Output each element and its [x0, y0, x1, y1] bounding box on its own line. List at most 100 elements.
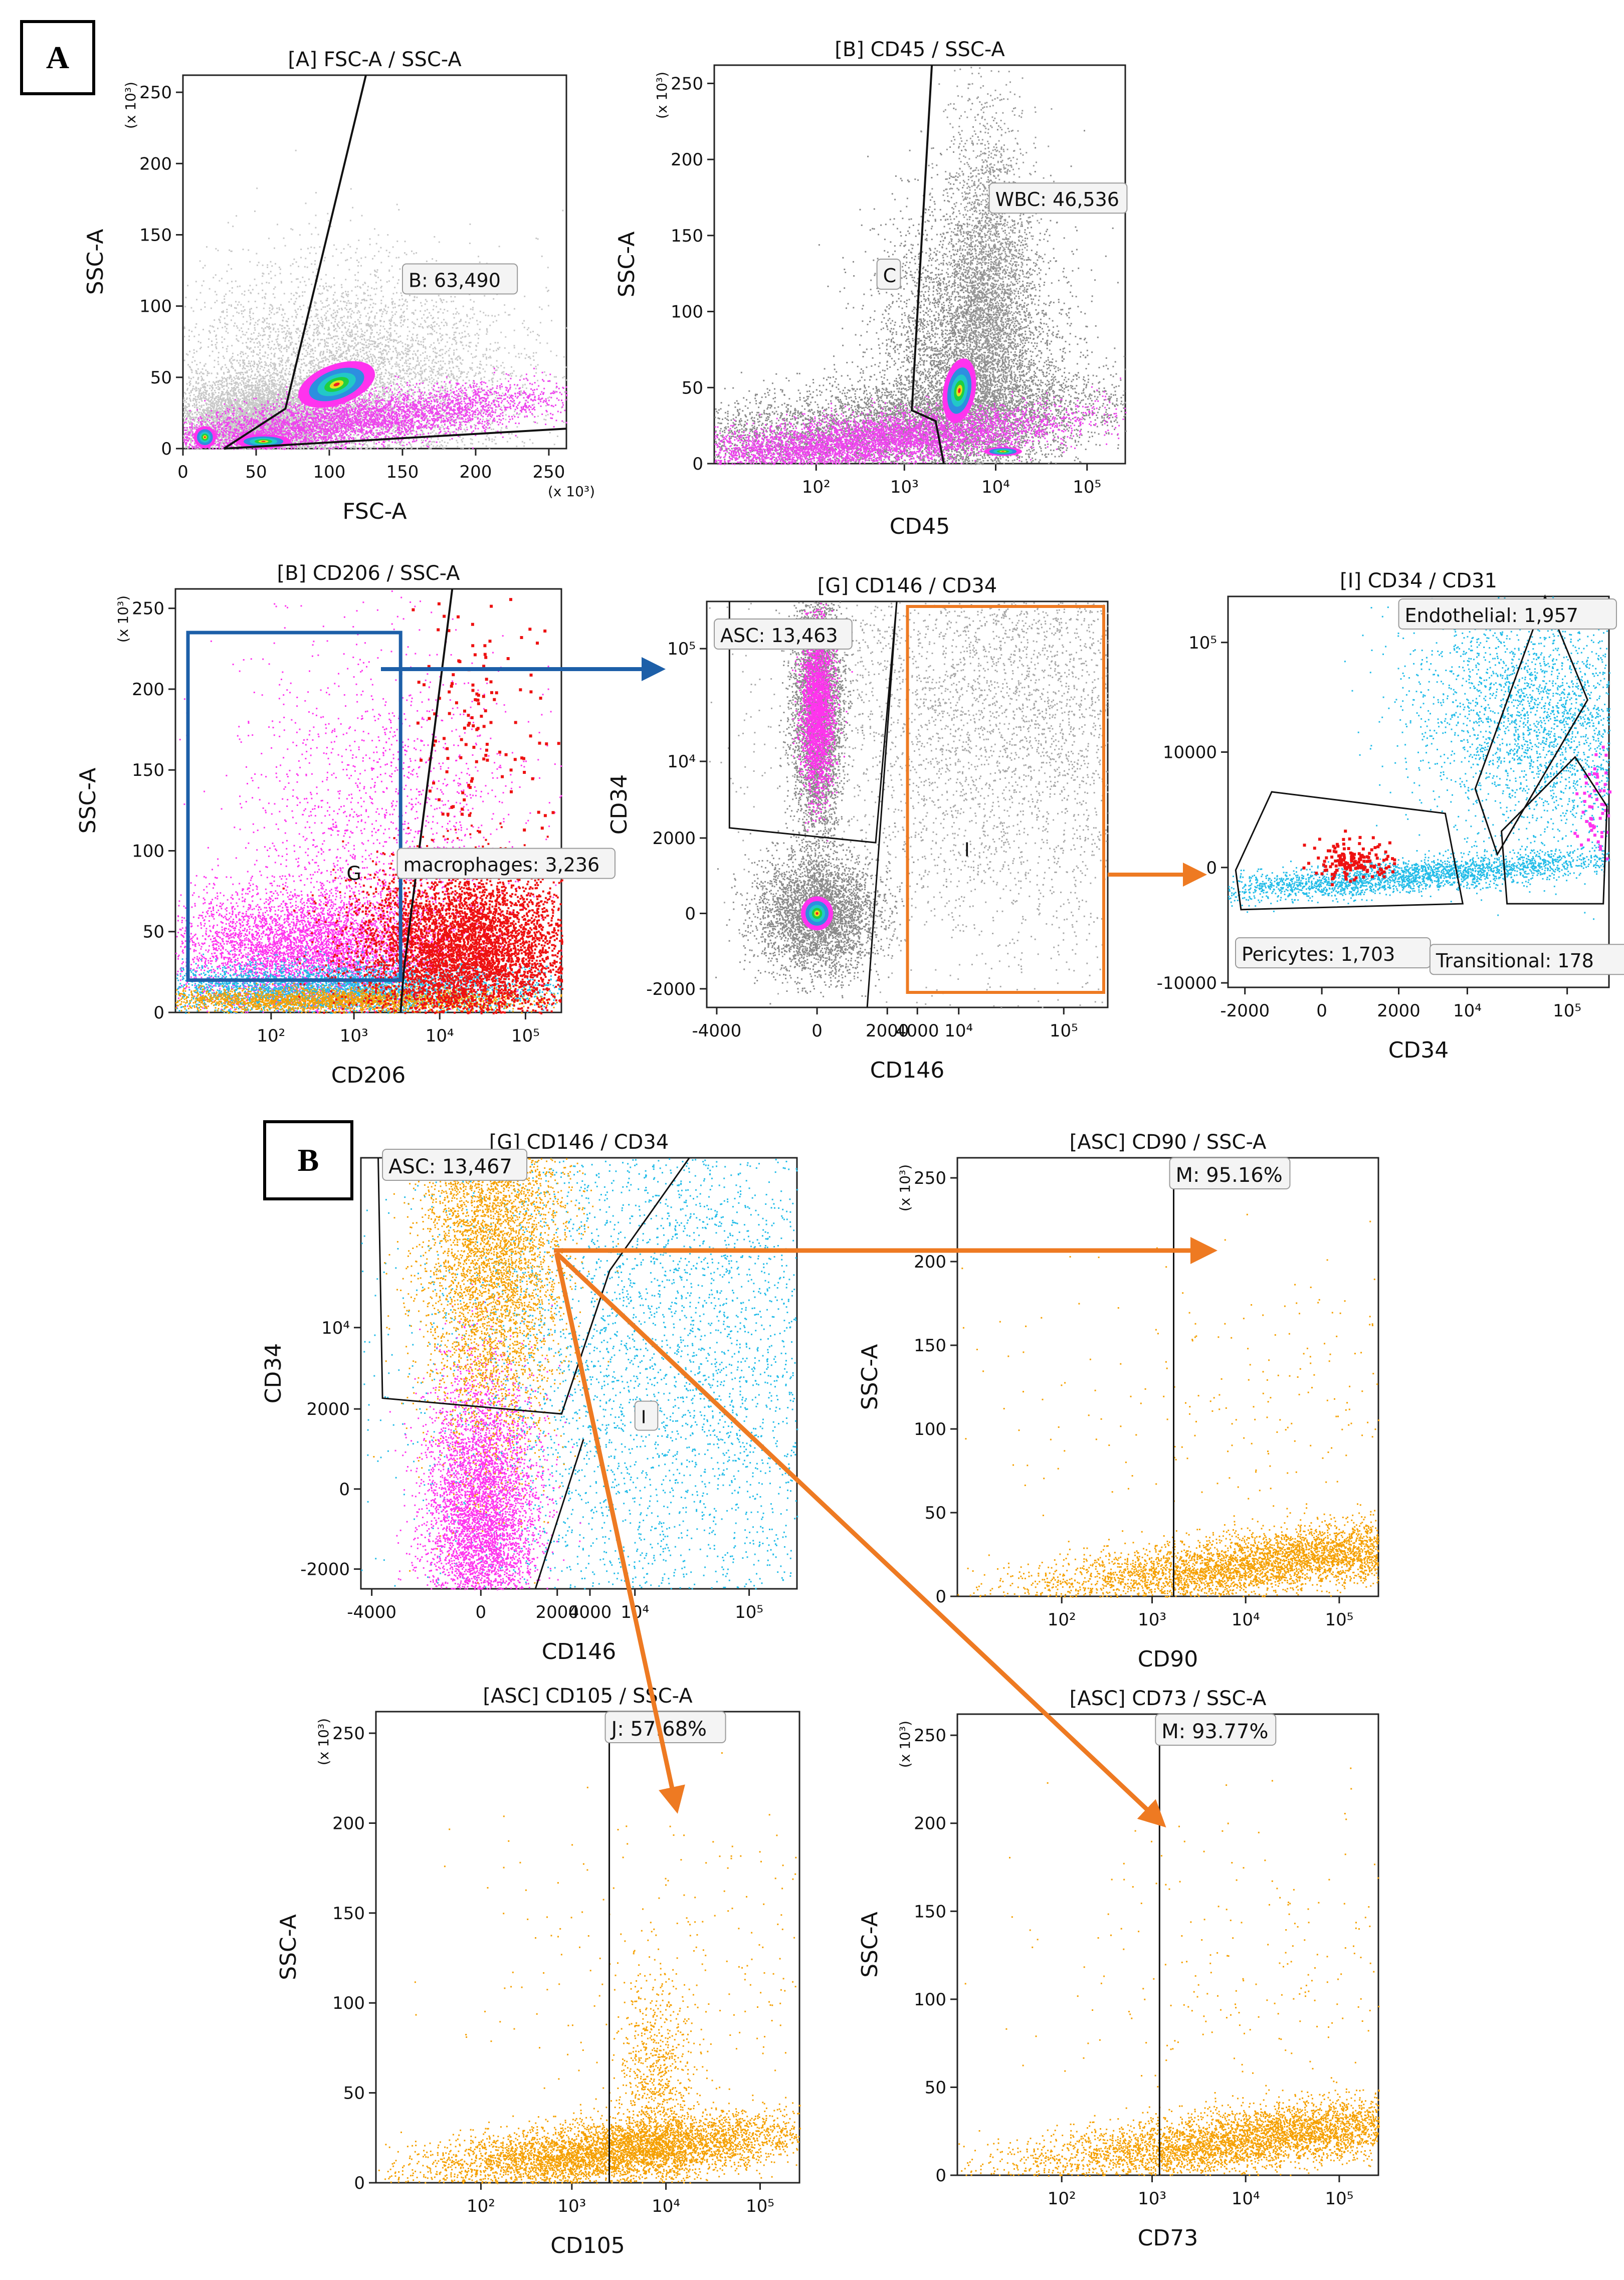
x-tick-label: 250 [533, 462, 565, 482]
density-contour [204, 436, 206, 439]
y-tick-label: 0 [354, 2173, 365, 2193]
chart-a2: [B] CD45 / SSC-A 10² 10³ 10⁴ 10⁵ 0 50 100 150 200… [614, 38, 1128, 539]
y-tick-label: 10⁴ [667, 752, 696, 772]
y-tick-label: 50 [925, 1503, 946, 1523]
y-tick-label: 200 [132, 680, 164, 700]
y-tick-label: 250 [914, 1168, 946, 1188]
x-tick-label: -4000 [692, 1021, 742, 1041]
event-cloud [1573, 745, 1611, 861]
plot-area [1227, 595, 1610, 988]
x-tick-label: 10⁵ [1325, 1610, 1353, 1630]
x-tick-label: 4000 [896, 1021, 939, 1041]
gate-endothelial [1474, 594, 1588, 857]
y-tick-label: 0 [935, 1587, 946, 1607]
gate-label: Pericytes: 1,703 [1242, 943, 1395, 965]
y-tick-label: 2000 [306, 1399, 350, 1419]
arrow-asc-to-cd105 [554, 1253, 685, 1814]
y-tick-label: 50 [925, 2078, 946, 2098]
y-axis-label: CD34 [606, 774, 632, 835]
x-tick-label: 2000 [535, 1602, 579, 1622]
x-tick-label: 10⁵ [511, 1026, 540, 1046]
panel-label-a: A [20, 20, 95, 95]
gate-label-box [714, 618, 853, 650]
x-axis-label: CD45 [890, 514, 950, 539]
y-tick-label: 100 [914, 1419, 946, 1439]
y-tick-label: 10⁵ [1188, 633, 1217, 653]
x-tick-label: 10⁴ [944, 1021, 973, 1041]
x-tick-label: 0 [811, 1021, 823, 1041]
x-tick-label: 10⁴ [652, 2196, 680, 2216]
y-tick-label: 150 [671, 226, 703, 246]
x-tick-label: 10⁴ [1232, 1610, 1260, 1630]
arrow-asc-to-cd73 [554, 1251, 1166, 1828]
y-tick-label: 200 [914, 1814, 946, 1834]
gate-label: B: 63,490 [409, 270, 501, 292]
gate-i-box [906, 605, 1105, 994]
chart-a5: [I] CD34 / CD31 -2000 0 2000 10⁴ 10⁵ -10000 0 10… [1157, 569, 1624, 1063]
x-tick-label: 200 [460, 462, 492, 482]
x-axis-label: CD105 [550, 2233, 625, 2258]
x-tick-label: 10⁴ [981, 477, 1010, 497]
y-axis-label: SSC-A [857, 1344, 883, 1410]
gate-label: Endothelial: 1,957 [1405, 604, 1578, 627]
gate-divider [534, 1438, 584, 1589]
y-tick-label: 100 [671, 302, 703, 322]
y-unit-label: (x 10³) [654, 72, 670, 119]
gate-asc [377, 1157, 690, 1415]
y-tick-label: 50 [150, 368, 172, 388]
gate-label-box [396, 848, 616, 879]
gate-label-box [1429, 944, 1624, 975]
y-tick-label: 0 [692, 454, 703, 474]
gate-label: ASC: 13,467 [388, 1155, 512, 1178]
y-tick-label: 200 [671, 150, 703, 170]
event-cloud [183, 367, 568, 450]
x-tick-label: 50 [245, 462, 267, 482]
y-unit-label: (x 10³) [897, 1721, 913, 1768]
x-tick-label: 10⁴ [426, 1026, 454, 1046]
density-contour [958, 388, 961, 393]
chart-b4: [ASC] CD73 / SSC-A 10² 10³ 10⁴ 10⁵ 0 50 100 150 2… [857, 1687, 1380, 2251]
x-tick-label: 10⁴ [1232, 2189, 1260, 2209]
y-tick-label: 100 [139, 297, 172, 317]
density-contour [1001, 451, 1004, 452]
chart-title: [ASC] CD73 / SSC-A [1070, 1687, 1267, 1710]
chart-title: [ASC] CD90 / SSC-A [1070, 1131, 1267, 1154]
y-tick-label: 0 [339, 1480, 350, 1500]
gate-label: I [641, 1407, 647, 1428]
event-cloud [282, 812, 563, 1014]
x-axis-label: CD73 [1138, 2225, 1198, 2251]
x-tick-label: 10⁵ [746, 2196, 774, 2216]
gate-label-box [382, 1149, 528, 1181]
gate-macrophages [399, 588, 454, 1013]
y-tick-label: 250 [332, 1724, 365, 1744]
y-tick-label: 0 [161, 439, 172, 459]
y-tick-label: -10000 [1157, 973, 1217, 993]
x-tick-label: 10² [257, 1026, 285, 1046]
x-axis-label: FSC-A [342, 499, 407, 524]
y-tick-label: 0 [935, 2166, 946, 2186]
y-unit-label: (x 10³) [315, 1718, 332, 1765]
gate-g-label: G [346, 863, 361, 885]
y-tick-label: -2000 [300, 1560, 350, 1580]
y-tick-label: 0 [1206, 858, 1217, 878]
y-tick-label: 50 [343, 2084, 365, 2104]
x-tick-label: 10⁴ [1453, 1001, 1482, 1021]
event-cloud [714, 377, 1127, 465]
density-contour [261, 441, 266, 442]
y-tick-label: 250 [132, 599, 164, 619]
x-tick-label: 4000 [568, 1602, 612, 1622]
y-axis-label: SSC-A [614, 232, 640, 298]
event-cloud [410, 598, 560, 980]
panel-label-b: B [263, 1120, 353, 1200]
event-cloud [1228, 844, 1610, 913]
chart-title: [A] FSC-A / SSC-A [288, 48, 462, 71]
event-cloud [957, 1503, 1380, 1598]
x-tick-label: 10² [1048, 1610, 1076, 1630]
gate-g-box [186, 631, 402, 982]
x-axis-label: CD146 [542, 1639, 617, 1665]
y-tick-label: 150 [914, 1902, 946, 1922]
x-tick-label: -2000 [1220, 1001, 1270, 1021]
chart-title: [I] CD34 / CD31 [1340, 569, 1497, 592]
x-tick-label: 0 [1316, 1001, 1327, 1021]
